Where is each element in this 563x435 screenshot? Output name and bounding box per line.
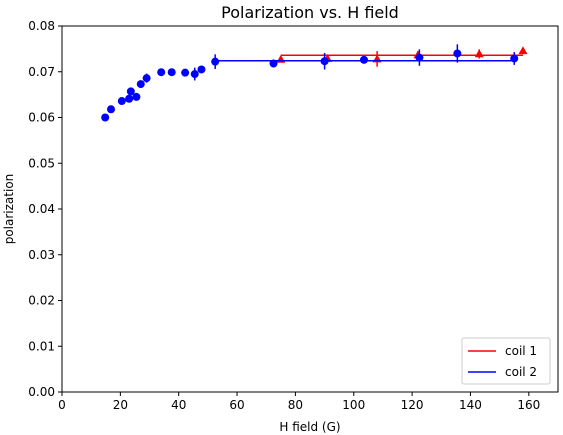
- coil-2-point: [197, 65, 206, 74]
- legend-label-coil-1: coil 1: [505, 344, 537, 358]
- y-tick-label: 0.03: [28, 248, 55, 262]
- legend: coil 1 coil 2: [461, 337, 551, 385]
- coil-2-point: [269, 59, 278, 68]
- coil-2-point: [211, 57, 220, 66]
- coil-2-point: [359, 55, 368, 64]
- coil-2-point: [181, 68, 190, 77]
- axes: 0 20 40 60 80 100 120 140 160 0.00 0.01 0.02 0.03 0.0…: [28, 19, 540, 412]
- legend-label-coil-2: coil 2: [505, 365, 537, 379]
- coil-1-point: [474, 49, 484, 58]
- coil-2-point: [320, 57, 329, 66]
- coil-2-point: [125, 94, 134, 103]
- y-tick-label: 0.01: [28, 339, 55, 353]
- coil-1-point: [518, 46, 528, 55]
- coil-2-point: [142, 74, 151, 83]
- coil-2-point: [117, 97, 126, 106]
- y-tick-label: 0.00: [28, 385, 55, 399]
- coil-2-point: [101, 113, 110, 122]
- coil-2-point: [107, 105, 116, 114]
- x-tick-label: 40: [171, 398, 186, 412]
- coil-2-point: [415, 53, 424, 62]
- y-tick-label: 0.08: [28, 19, 55, 33]
- coil-2-point: [157, 68, 166, 77]
- x-tick-label: 20: [113, 398, 128, 412]
- coil-2-point: [167, 68, 176, 77]
- y-axis-label: polarization: [2, 174, 16, 245]
- x-tick-label: 160: [517, 398, 540, 412]
- x-tick-label: 100: [342, 398, 365, 412]
- coil-2-point: [126, 87, 135, 96]
- x-tick-label: 80: [288, 398, 303, 412]
- coil-2-point: [190, 70, 199, 79]
- y-tick-label: 0.04: [28, 202, 55, 216]
- coil-2-point: [510, 54, 519, 63]
- y-tick-label: 0.07: [28, 65, 55, 79]
- plot-area: [101, 44, 528, 122]
- coil-2-point: [132, 92, 141, 101]
- y-tick-label: 0.02: [28, 294, 55, 308]
- coil-2-point: [453, 49, 462, 58]
- x-tick-label: 140: [459, 398, 482, 412]
- y-tick-label: 0.06: [28, 111, 55, 125]
- x-tick-label: 60: [229, 398, 244, 412]
- y-tick-label: 0.05: [28, 156, 55, 170]
- x-tick-label: 0: [58, 398, 66, 412]
- chart-title: Polarization vs. H field: [221, 3, 399, 22]
- x-axis-label: H field (G): [279, 420, 340, 434]
- coil-2-point: [136, 80, 145, 89]
- x-tick-label: 120: [401, 398, 424, 412]
